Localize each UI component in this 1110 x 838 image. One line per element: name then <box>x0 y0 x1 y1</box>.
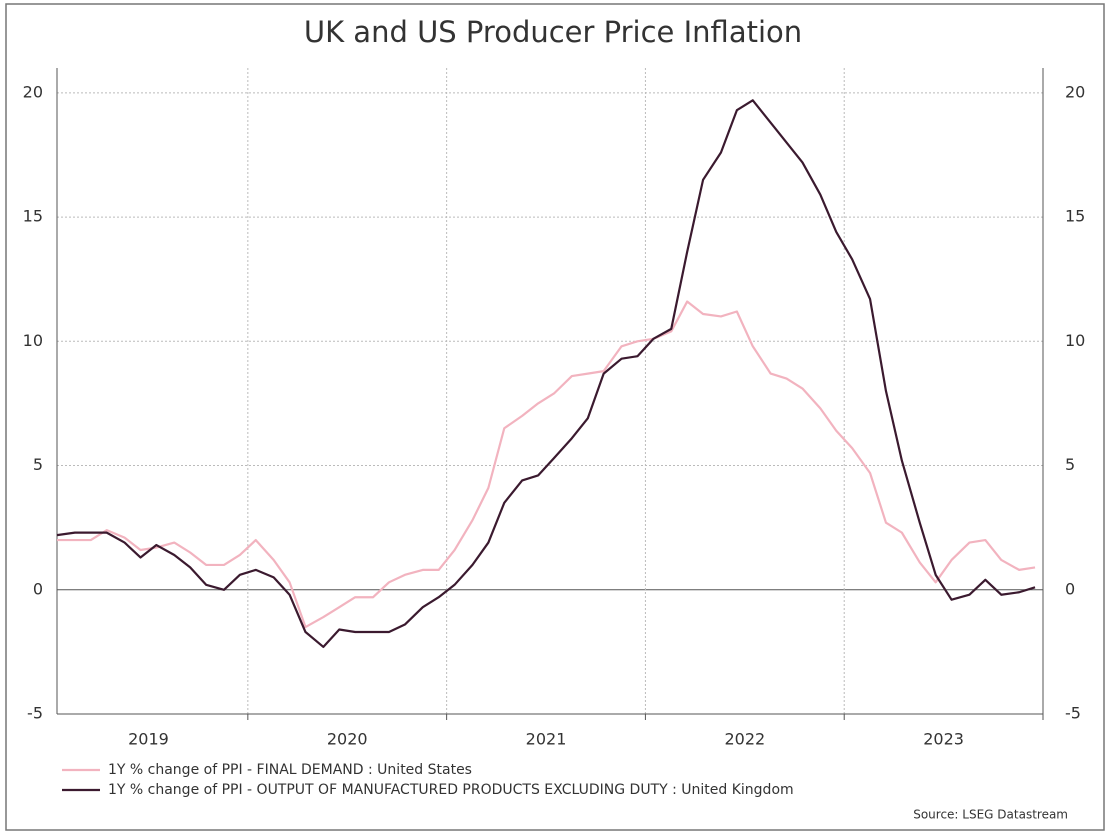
line-series <box>57 300 1036 629</box>
y-tick-label: -5 <box>27 704 43 723</box>
y-tick-label: 15 <box>23 207 43 226</box>
y2-tick-label: 5 <box>1065 455 1075 474</box>
y2-tick-label: 0 <box>1065 579 1075 598</box>
x-tick-label: 2022 <box>724 730 765 749</box>
y2-tick-label: 10 <box>1065 331 1085 350</box>
y2-tick-label: 20 <box>1065 82 1085 101</box>
y2-tick-label: -5 <box>1065 704 1081 723</box>
line-series <box>56 99 1036 649</box>
x-tick-label: 2020 <box>327 730 368 749</box>
y2-tick-label: 15 <box>1065 207 1085 226</box>
source-note: Source: LSEG Datastream <box>913 808 1068 822</box>
y-tick-label: 0 <box>33 579 43 598</box>
x-tick-label: 2019 <box>128 730 169 749</box>
y-tick-label: 20 <box>23 82 43 101</box>
y-tick-label: 10 <box>23 331 43 350</box>
legend-label: 1Y % change of PPI - OUTPUT OF MANUFACTU… <box>108 782 794 798</box>
frame <box>5 3 1105 831</box>
chart-title: UK and US Producer Price Inflation <box>304 15 802 49</box>
legend-label: 1Y % change of PPI - FINAL DEMAND : Unit… <box>108 762 472 778</box>
x-tick-label: 2021 <box>526 730 567 749</box>
x-tick-label: 2023 <box>923 730 964 749</box>
y-tick-label: 5 <box>33 455 43 474</box>
